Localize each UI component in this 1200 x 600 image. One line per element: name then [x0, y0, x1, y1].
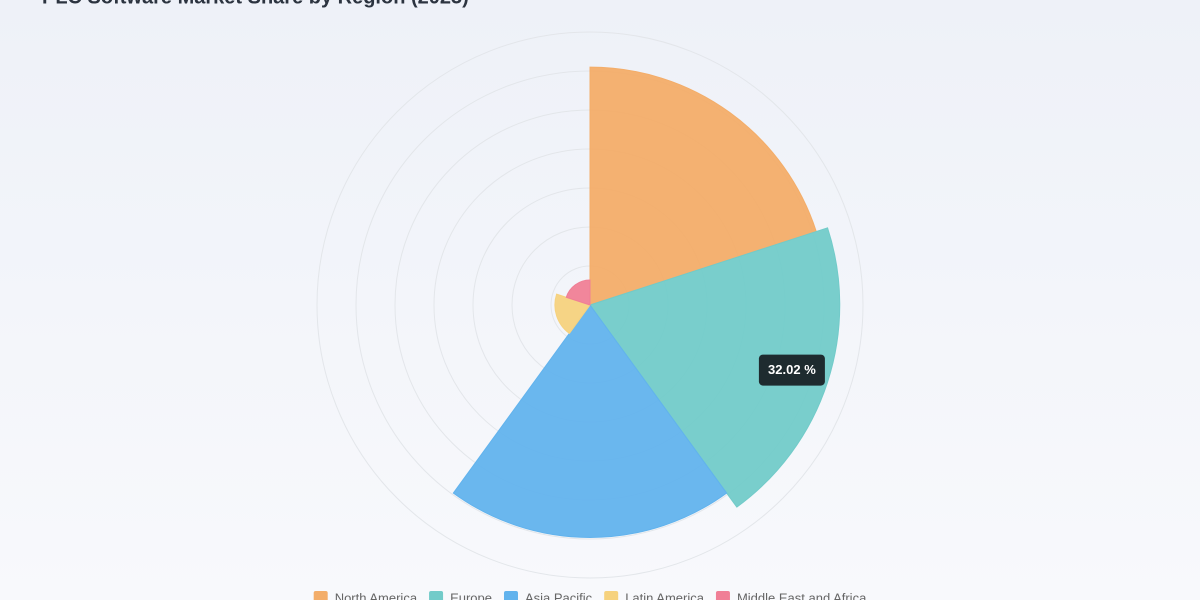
sector	[554, 293, 591, 335]
chart-title: PLC Software Market Share by Region (202…	[42, 0, 469, 8]
legend: North America Europe Asia Pacific Latin Ame…	[313, 590, 867, 600]
sector	[565, 279, 591, 306]
legend-label: North America	[335, 590, 418, 600]
legend-swatch	[715, 591, 730, 600]
grid-circle	[316, 31, 864, 579]
legend-swatch	[604, 591, 619, 600]
legend-label: Europe	[450, 590, 492, 600]
legend-label: Asia Pacific	[525, 590, 593, 600]
sector	[589, 66, 817, 306]
sector	[589, 227, 841, 508]
tooltip-box	[758, 354, 825, 386]
legend-label: Latin America	[625, 590, 705, 600]
legend-swatch	[503, 591, 518, 600]
tooltip-label: 32.02 %	[768, 362, 816, 377]
legend-swatch	[313, 591, 328, 600]
sector	[452, 304, 728, 538]
legend-swatch	[429, 591, 444, 600]
legend-label: Middle East and Africa	[737, 590, 867, 600]
